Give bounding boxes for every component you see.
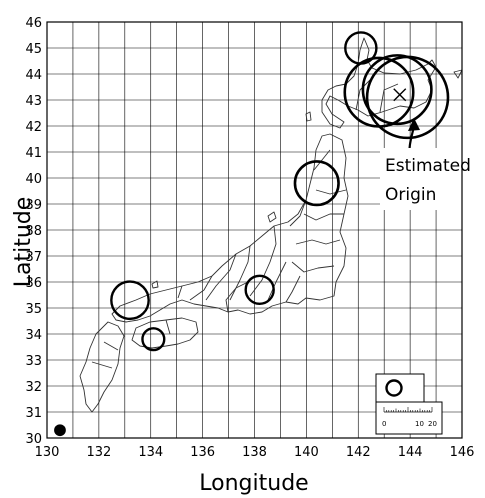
y-tick-label: 43 [25, 94, 42, 109]
y-tick-label: 34 [25, 328, 42, 343]
y-tick-label: 41 [25, 146, 42, 161]
x-tick-label: 136 [190, 445, 215, 460]
estimated-origin-marker [393, 88, 407, 102]
scale-label-0: 0 [382, 420, 386, 428]
y-tick-label: 44 [25, 68, 42, 83]
site-markers [54, 31, 450, 437]
legend-box: 0 10 20 [375, 373, 443, 435]
x-tick-label: 138 [242, 445, 267, 460]
site-marker-5 [293, 160, 340, 207]
y-tick-label: 37 [25, 250, 42, 265]
annotation-background [380, 148, 472, 210]
x-tick-label: 132 [86, 445, 111, 460]
scale-label-20: 20 [428, 420, 437, 428]
x-tick-label: 142 [346, 445, 371, 460]
x-tick-label: 130 [35, 445, 60, 460]
y-tick-label: 46 [25, 16, 42, 31]
y-tick-label: 39 [25, 198, 42, 213]
y-tick-label: 42 [25, 120, 42, 135]
y-tick-label: 33 [25, 354, 42, 369]
y-tick-label: 32 [25, 380, 42, 395]
legend-marker [385, 379, 403, 397]
y-axis-title: Latitude [11, 197, 36, 288]
site-marker-6 [244, 274, 275, 306]
site-marker-9 [54, 424, 66, 437]
japan-map-outline [79, 37, 463, 413]
annotation-line-2: Origin [385, 185, 436, 205]
site-marker-7 [110, 280, 150, 321]
y-tick-label: 35 [25, 302, 42, 317]
x-tick-label: 134 [138, 445, 163, 460]
scale-bar: 0 10 20 [382, 407, 437, 428]
site-marker-4 [365, 55, 450, 140]
x-tick-labels: 130 132 134 136 138 140 142 144 146 [35, 445, 475, 460]
site-marker-8 [141, 327, 166, 352]
y-tick-label: 36 [25, 276, 42, 291]
annotation-line-1: Estimated [385, 156, 471, 176]
y-tick-label: 30 [25, 432, 42, 447]
y-tick-label: 40 [25, 172, 42, 187]
y-tick-label: 45 [25, 42, 42, 57]
x-tick-label: 144 [398, 445, 423, 460]
site-marker-3 [361, 54, 433, 126]
x-tick-label: 140 [294, 445, 319, 460]
x-tick-label: 146 [450, 445, 475, 460]
scale-label-10: 10 [415, 420, 424, 428]
y-tick-label: 38 [25, 224, 42, 239]
x-axis-title: Longitude [199, 471, 308, 496]
y-tick-labels: 30 31 32 33 34 35 36 37 38 39 40 41 42 43 44 45 46 [25, 16, 42, 447]
y-tick-label: 31 [25, 406, 42, 421]
plot-frame [46, 21, 463, 439]
